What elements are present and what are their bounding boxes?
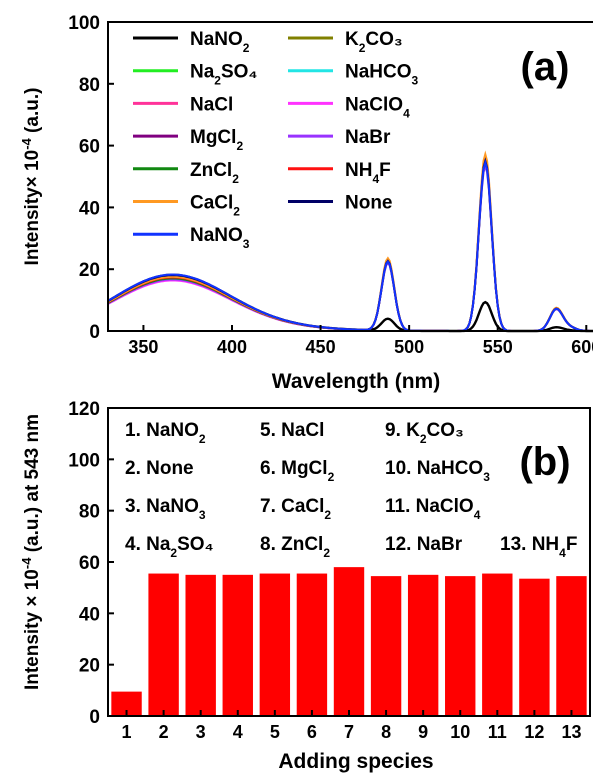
panel-b-key-item: 1. NaNO2 (125, 420, 206, 446)
panel-a-y-tick-label: 60 (79, 137, 100, 158)
panel-a-legend-label: NaBr (345, 127, 391, 148)
panel-b-key-item: 6. MgCl2 (260, 458, 335, 484)
panel-a-y-axis-label: Intensity× 10-4 (a.u.) (19, 88, 44, 266)
panel-b-bar (519, 578, 550, 716)
panel-a-series-line (107, 157, 593, 332)
panel-b-axes: 1 2 3 4 5 6 7 8 9 10 11 12 13020406080100120Intensit… (19, 399, 591, 742)
panel-b-bar (407, 574, 439, 716)
panel-a-series-line (107, 159, 593, 332)
panel-a-label: (a) (521, 45, 570, 89)
panel-a-legend-label: None (345, 193, 393, 214)
panel-b-y-tick-label: 0 (89, 707, 100, 728)
panel-a-legend-label: MgCl2 (190, 127, 243, 153)
panel-a-spectra-chart: 350 400 450 500 550 600 0 20 40 60 80 100 Intensity×… (19, 13, 593, 393)
panel-b-key-item: 9. K2CO₃ (385, 420, 464, 446)
panel-b-bar (482, 573, 513, 716)
panel-a-legend-label: NaCl (190, 94, 233, 115)
panel-a-legend-label: K2CO₃ (345, 29, 403, 55)
panel-b-bar (185, 574, 216, 716)
panel-b-key-item: 2. None (125, 458, 194, 479)
panel-b-bar (222, 574, 253, 716)
panel-b-bar (259, 573, 291, 716)
panel-a-legend-label: Na2SO₄ (190, 62, 258, 88)
panel-b-key-item: 7. CaCl2 (260, 496, 331, 522)
panel-b-x-tick-label: 6 (307, 722, 317, 742)
panel-b-x-tick-label: 2 (159, 722, 169, 742)
panel-b-x-tick-label: 3 (196, 722, 206, 742)
panel-a-x-tick-label: 500 (394, 337, 424, 357)
panel-a-legend-label: ZnCl2 (190, 160, 239, 186)
panel-a-x-tick-label: 400 (217, 337, 247, 357)
panel-b-key-item: 5. NaCl (260, 420, 324, 441)
panel-b-y-tick-label: 40 (79, 604, 100, 625)
panel-a-x-tick-label: 600 (571, 337, 593, 357)
panel-b-x-tick-label: 7 (344, 722, 354, 742)
panel-b-key-item: 4. Na2SO₄ (125, 534, 214, 560)
panel-b-y-tick-label: 60 (79, 553, 100, 574)
panel-b-bar (556, 576, 587, 716)
panel-a-series-line (107, 159, 593, 332)
panel-a-legend-label: NaClO4 (345, 94, 410, 120)
panel-b-bar-chart: 1 2 3 4 5 6 7 8 9 10 11 12 13020406080100120Intensit… (19, 399, 591, 773)
panel-b-x-tick-label: 8 (381, 722, 391, 742)
panel-a-series-line (107, 162, 593, 332)
panel-b-label: (b) (519, 440, 570, 484)
panel-a-series-line (107, 157, 593, 332)
panel-b-y-tick-label: 120 (68, 399, 100, 420)
panel-b-key-item: 3. NaNO3 (125, 496, 206, 522)
panel-b-key-item: 8. ZnCl2 (260, 534, 330, 560)
panel-a-series-line (107, 157, 593, 332)
panel-a-plot-frame (107, 21, 593, 332)
panel-b-bars-group (111, 567, 587, 716)
panel-a-y-tick-label: 80 (79, 75, 100, 96)
panel-a-x-tick-label: 450 (306, 337, 336, 357)
panel-a-series-line (107, 157, 593, 332)
panel-a-series-line (107, 157, 593, 332)
panel-a-y-tick-label: 40 (79, 198, 100, 219)
panel-b-key-item: 11. NaClO4 (385, 496, 481, 522)
panel-a-series-line (107, 157, 593, 332)
panel-b-key-item: 12. NaBr (385, 534, 463, 555)
panel-b-y-axis-label: Intensity × 10-4 (a.u.) at 543 nm (19, 414, 44, 690)
panel-a-y-tick-label: 100 (68, 13, 100, 34)
panel-a-x-axis-label: Wavelength (nm) (272, 370, 440, 393)
panel-a-legend-label: CaCl2 (190, 193, 240, 219)
panel-b-x-axis-label: Adding species (278, 750, 433, 773)
panel-b-bar (333, 567, 365, 716)
panel-b-bar (296, 573, 328, 716)
panel-a-x-tick-label: 350 (128, 337, 158, 357)
panel-b-y-tick-label: 20 (79, 656, 100, 677)
panel-a-legend-label: NaNO3 (190, 225, 250, 251)
panel-a-series-line (107, 273, 593, 333)
panel-b-x-tick-label: 12 (524, 722, 544, 742)
panel-a-legend-label: NH4F (345, 160, 391, 186)
panel-b-key-item: 13. NH4F (500, 534, 577, 560)
panel-b-bar (148, 573, 179, 716)
panel-a-y-tick-label: 20 (79, 260, 100, 281)
panel-b-species-key: 1. NaNO2 2. None 3. NaNO3 4. Na2SO₄ 5. NaCl 6… (125, 420, 577, 560)
panel-a-y-tick-label: 0 (89, 322, 100, 343)
panel-a-series-line (107, 159, 593, 332)
panel-a-legend-label: NaNO2 (190, 29, 250, 55)
panel-b-x-tick-label: 1 (122, 722, 132, 742)
panel-b-y-tick-label: 100 (68, 450, 100, 471)
panel-b-x-tick-label: 9 (418, 722, 428, 742)
panel-a-axes: 350 400 450 500 550 600 0 20 40 60 80 100 Intensity×… (19, 13, 593, 357)
panel-b-y-tick-label: 80 (79, 502, 100, 523)
panel-a-legend: NaNO2 K2CO₃ Na2SO₄ NaHCO3 NaCl NaClO4 MgCl2 NaB… (133, 29, 419, 251)
panel-b-bar (445, 576, 476, 716)
panel-b-key-item: 10. NaHCO3 (385, 458, 490, 484)
panel-a-x-tick-label: 550 (483, 337, 513, 357)
panel-b-x-tick-label: 11 (488, 722, 507, 742)
panel-b-x-tick-label: 5 (270, 722, 280, 742)
panel-a-legend-label: NaHCO3 (345, 62, 419, 88)
panel-b-x-tick-label: 13 (561, 722, 581, 742)
panel-b-x-tick-label: 4 (233, 722, 243, 742)
panel-b-bar (370, 576, 402, 716)
panel-b-x-tick-label: 10 (450, 722, 470, 742)
panel-a-series-line (107, 160, 593, 332)
